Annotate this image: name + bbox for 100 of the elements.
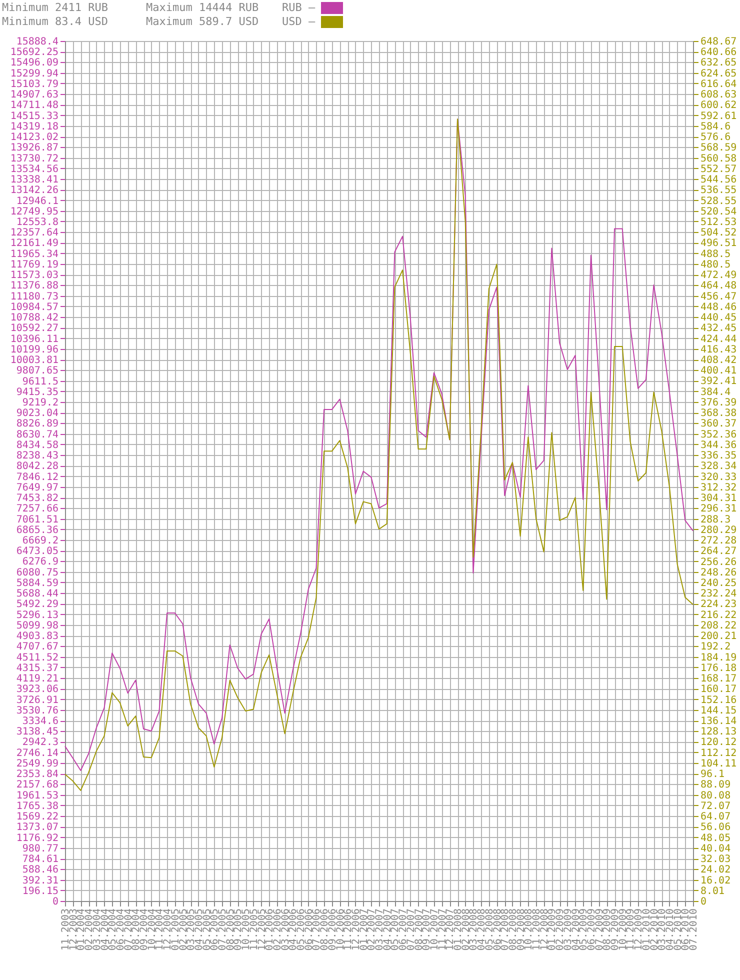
y2-tick-label: 464.48: [700, 280, 737, 292]
y-tick-label: 7846.12: [16, 472, 58, 483]
y2-tick-label: 360.37: [700, 418, 737, 430]
y2-tick-label: 176.18: [700, 662, 737, 674]
y-tick-label: 9219.2: [22, 397, 58, 408]
y2-tick-label: 304.31: [700, 493, 737, 504]
y2-tick-label: 128.13: [700, 726, 737, 738]
y-tick-label: 4707.67: [16, 642, 58, 653]
y-tick-label: 11573.03: [10, 270, 58, 282]
legend-label: RUB –: [282, 1, 316, 14]
y2-tick-label: 616.64: [700, 78, 737, 90]
y-tick-label: 196.15: [22, 886, 58, 897]
y2-tick-label: 352.36: [700, 429, 737, 440]
y2-tick-label: 608.63: [700, 90, 737, 101]
y-tick-label: 13534.56: [10, 164, 58, 175]
y2-tick-label: 264.27: [700, 546, 737, 558]
y2-tick-label: 512.53: [700, 216, 737, 228]
y2-tick-label: 544.56: [700, 174, 737, 186]
legend-label: USD –: [282, 15, 316, 28]
y2-tick-label: 520.54: [700, 206, 737, 218]
y2-tick-label: 624.65: [700, 68, 737, 80]
y2-tick-label: 80.08: [700, 790, 731, 802]
y-tick-label: 9415.35: [16, 386, 58, 398]
y-tick-label: 5099.98: [16, 620, 58, 632]
y2-tick-label: 320.33: [700, 472, 737, 483]
y-tick-label: 4119.21: [16, 674, 58, 685]
y2-tick-label: 560.58: [700, 153, 737, 164]
y-tick-label: 3138.45: [16, 726, 58, 738]
y2-tick-label: 216.22: [700, 610, 737, 621]
y2-tick-label: 64.07: [700, 812, 731, 823]
y2-tick-label: 280.29: [700, 524, 737, 536]
y2-tick-label: 584.6: [700, 121, 731, 132]
y-tick-label: 5492.29: [16, 599, 58, 610]
y-tick-label: 7453.82: [16, 493, 58, 504]
y2-tick-label: 256.26: [700, 556, 737, 568]
y-tick-label: 9023.04: [16, 408, 58, 420]
y-tick-label: 10984.57: [10, 302, 58, 313]
y2-tick-label: 104.11: [700, 758, 737, 770]
y-tick-label: 14711.48: [10, 100, 58, 112]
y2-tick-label: 0: [700, 896, 707, 908]
y2-tick-label: 168.17: [700, 674, 737, 685]
y-tick-label: 6865.36: [16, 524, 58, 536]
y2-tick-label: 48.05: [700, 832, 731, 844]
y2-tick-label: 576.6: [700, 132, 731, 144]
y2-tick-label: 160.17: [700, 684, 737, 696]
y-tick-label: 9611.5: [22, 376, 58, 388]
y-tick-label: 8826.89: [16, 418, 58, 430]
y2-tick-label: 208.22: [700, 620, 737, 632]
y2-tick-label: 384.4: [700, 386, 731, 398]
y-tick-label: 5688.44: [16, 588, 58, 600]
y-tick-label: 0: [52, 896, 58, 908]
y-tick-label: 3334.6: [22, 716, 58, 728]
y-tick-label: 15103.79: [10, 78, 58, 90]
y2-tick-label: 248.26: [700, 567, 737, 578]
y-tick-label: 784.61: [22, 854, 58, 866]
y-tick-label: 10199.96: [10, 344, 58, 356]
y-tick-label: 14319.18: [10, 121, 58, 132]
y-tick-label: 13926.87: [10, 142, 58, 154]
y2-tick-label: 152.16: [700, 694, 737, 706]
y-tick-label: 10592.27: [10, 323, 58, 334]
y-tick-label: 3923.06: [16, 684, 58, 696]
y-tick-label: 14907.63: [10, 90, 58, 101]
y-tick-label: 15496.09: [10, 58, 58, 69]
text: Maximum 14444 RUB: [146, 1, 259, 14]
y2-tick-label: 456.47: [700, 291, 737, 302]
y-tick-label: 1373.07: [16, 822, 58, 834]
y-tick-label: 10003.81: [10, 355, 58, 366]
y2-tick-label: 416.43: [700, 344, 737, 356]
y-tick-label: 14515.33: [10, 110, 58, 122]
y2-tick-label: 568.59: [700, 142, 737, 154]
y-tick-label: 1961.53: [16, 790, 58, 802]
y2-tick-label: 24.02: [700, 864, 731, 876]
y-tick-label: 10396.11: [10, 334, 58, 345]
text: Maximum 589.7 USD: [146, 15, 259, 28]
y-tick-label: 12749.95: [10, 206, 58, 218]
y-tick-label: 1176.92: [16, 832, 58, 844]
y-tick-label: 1569.22: [16, 812, 58, 823]
y2-tick-label: 648.67: [700, 36, 737, 48]
y2-tick-label: 392.41: [700, 376, 737, 388]
y-tick-label: 12161.49: [10, 238, 58, 250]
y2-tick-label: 336.35: [700, 450, 737, 462]
y2-tick-label: 480.5: [700, 259, 731, 270]
y2-tick-label: 296.31: [700, 504, 737, 515]
y2-tick-label: 640.66: [700, 47, 737, 58]
y-tick-label: 12553.8: [16, 216, 58, 228]
y-tick-label: 10788.42: [10, 312, 58, 324]
y-tick-label: 13730.72: [10, 153, 58, 164]
y-tick-label: 12946.1: [16, 196, 58, 207]
y-tick-label: 12357.64: [10, 228, 58, 239]
y2-tick-label: 200.21: [700, 631, 737, 642]
y-tick-label: 11376.88: [10, 280, 58, 292]
y-tick-label: 5884.59: [16, 578, 58, 589]
y-tick-label: 980.77: [22, 843, 58, 854]
y-tick-label: 8042.28: [16, 461, 58, 472]
y2-tick-label: 552.57: [700, 164, 737, 175]
y-tick-label: 7257.66: [16, 504, 58, 515]
y2-tick-label: 184.19: [700, 652, 737, 664]
y2-tick-label: 344.36: [700, 440, 737, 451]
y2-tick-label: 288.3: [700, 514, 731, 526]
y2-tick-label: 136.14: [700, 716, 737, 728]
